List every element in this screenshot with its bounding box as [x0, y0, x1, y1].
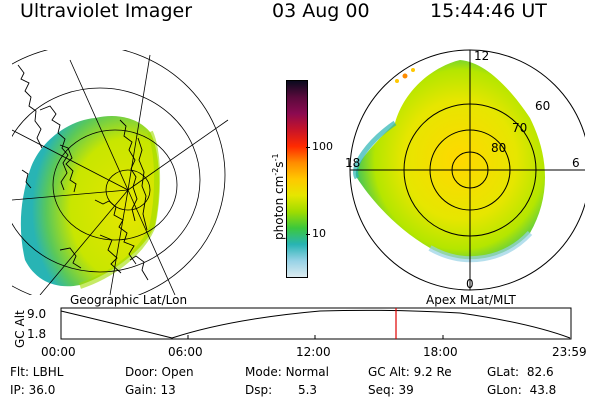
xtick-0600: 06:00 — [168, 345, 203, 359]
seq-info: Seq: 39 — [368, 383, 414, 397]
right-caption: Apex MLat/MLT — [426, 293, 516, 307]
dsp-label: Dsp: — [245, 383, 273, 397]
geographic-map — [12, 50, 229, 295]
mlat-label-80: 80 — [491, 141, 506, 155]
mlt-label-18: 18 — [345, 156, 360, 170]
xtick-0000: 00:00 — [41, 345, 76, 359]
dsp-info: Dsp: 5.3 — [245, 383, 317, 397]
timeline-plot — [60, 307, 572, 340]
colorbar-gradient — [286, 80, 308, 278]
ip-info: IP: 36.0 — [10, 383, 56, 397]
mlat-label-70: 70 — [512, 121, 527, 135]
mlt-label-0: 0 — [466, 277, 474, 291]
timeline-ytick-bottom: 1.8 — [27, 327, 47, 341]
polar-grid — [349, 49, 585, 291]
polar-plot: 12 18 6 0 60 70 80 — [345, 49, 585, 291]
glon-label: GLon: — [487, 383, 522, 397]
gain-info: Gain: 13 — [125, 383, 176, 397]
glon-info: GLon: 43.8 — [487, 383, 556, 397]
glat-label: GLat: — [487, 365, 520, 379]
header: Ultraviolet Imager 03 Aug 00 15:44:46 UT — [0, 0, 600, 26]
glat-value: 82.6 — [526, 365, 554, 379]
glat-info: GLat: 82.6 — [487, 365, 554, 379]
colorbar-unit-label: photon cm-2s-1 — [271, 153, 286, 240]
date-label: 03 Aug 00 — [272, 0, 370, 22]
coastlines — [17, 64, 149, 281]
mode-info: Mode: Normal — [245, 365, 329, 379]
mode-value: Normal — [285, 365, 329, 379]
xtick-1800: 18:00 — [423, 345, 458, 359]
door-info: Door: Open — [125, 365, 194, 379]
mlat-label-60: 60 — [535, 99, 550, 113]
xtick-1200: 12:00 — [296, 345, 331, 359]
left-caption: Geographic Lat/Lon — [70, 293, 188, 307]
mlt-label-6: 6 — [572, 156, 580, 170]
colorbar-tick-10: 10 — [312, 227, 326, 240]
timeline-ylabel: GC Alt — [13, 310, 27, 348]
timeline-ytick-top: 9.0 — [27, 307, 47, 321]
gcalt-info: GC Alt: 9.2 Re — [368, 365, 452, 379]
xtick-2359: 23:59 — [552, 345, 587, 359]
colorbar-tick-100: 100 — [312, 140, 333, 153]
mlt-label-12: 12 — [474, 49, 489, 63]
auroral-emission-left — [20, 115, 160, 287]
altitude-curve — [60, 309, 571, 339]
time-label: 15:44:46 UT — [430, 0, 547, 22]
colorbar: 100 10 — [286, 80, 333, 280]
flt-info: Flt: LBHL — [10, 365, 64, 379]
mode-label: Mode: — [245, 365, 282, 379]
glon-value: 43.8 — [529, 383, 557, 397]
instrument-title: Ultraviolet Imager — [20, 0, 193, 22]
dsp-value: 5.3 — [297, 383, 318, 397]
auroral-emission-right — [355, 60, 545, 260]
